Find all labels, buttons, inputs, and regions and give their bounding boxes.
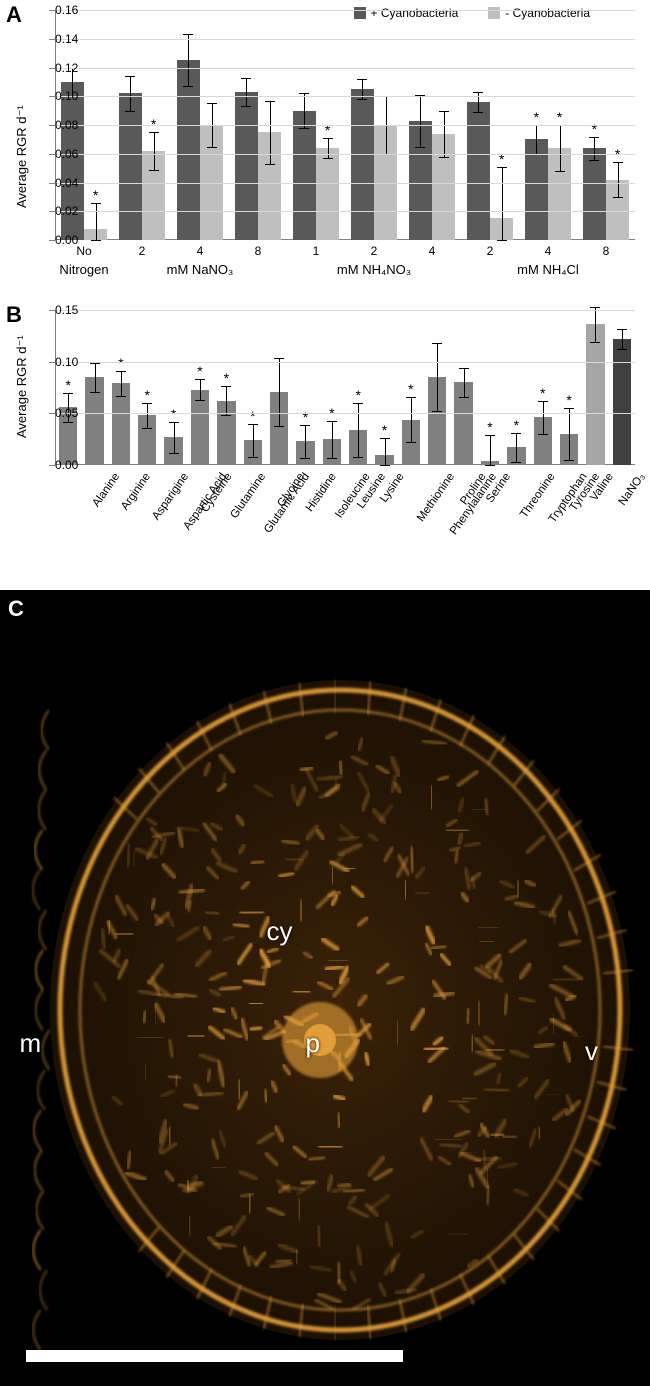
panel-a: A Average RGR d⁻¹ + Cyanobacteria - Cyan… <box>0 0 650 300</box>
panel-b-y-title: Average RGR d⁻¹ <box>14 335 30 438</box>
bar <box>177 60 200 240</box>
panel-b-label: B <box>6 302 22 328</box>
panel-a-y-title: Average RGR d⁻¹ <box>14 105 30 208</box>
bar <box>467 102 490 240</box>
bar <box>586 324 604 465</box>
chart-b: **************** 0.000.050.100.15Alanine… <box>55 310 635 465</box>
micrograph-svg <box>0 590 650 1386</box>
bar <box>191 390 209 465</box>
panel-a-label: A <box>6 2 22 28</box>
bar <box>351 89 374 240</box>
chart-a: ******** 0.000.020.040.060.080.100.120.1… <box>55 10 635 240</box>
bar <box>316 148 339 240</box>
micrograph-label-cy: cy <box>267 916 293 947</box>
panel-c: C m cy p v <box>0 590 650 1386</box>
bar <box>235 92 258 240</box>
figure: A Average RGR d⁻¹ + Cyanobacteria - Cyan… <box>0 0 650 1386</box>
bar <box>613 339 631 465</box>
panel-b: B Average RGR d⁻¹ **************** 0.000… <box>0 300 650 590</box>
micrograph-label-m: m <box>20 1028 42 1059</box>
panel-c-label: C <box>8 596 24 622</box>
bar <box>293 111 316 240</box>
bar <box>119 93 142 240</box>
scalebar <box>26 1350 403 1362</box>
micrograph-label-p: p <box>306 1028 320 1059</box>
chart-b-bars: **************** <box>55 310 635 465</box>
bar <box>583 148 606 240</box>
micrograph-label-v: v <box>585 1036 598 1067</box>
